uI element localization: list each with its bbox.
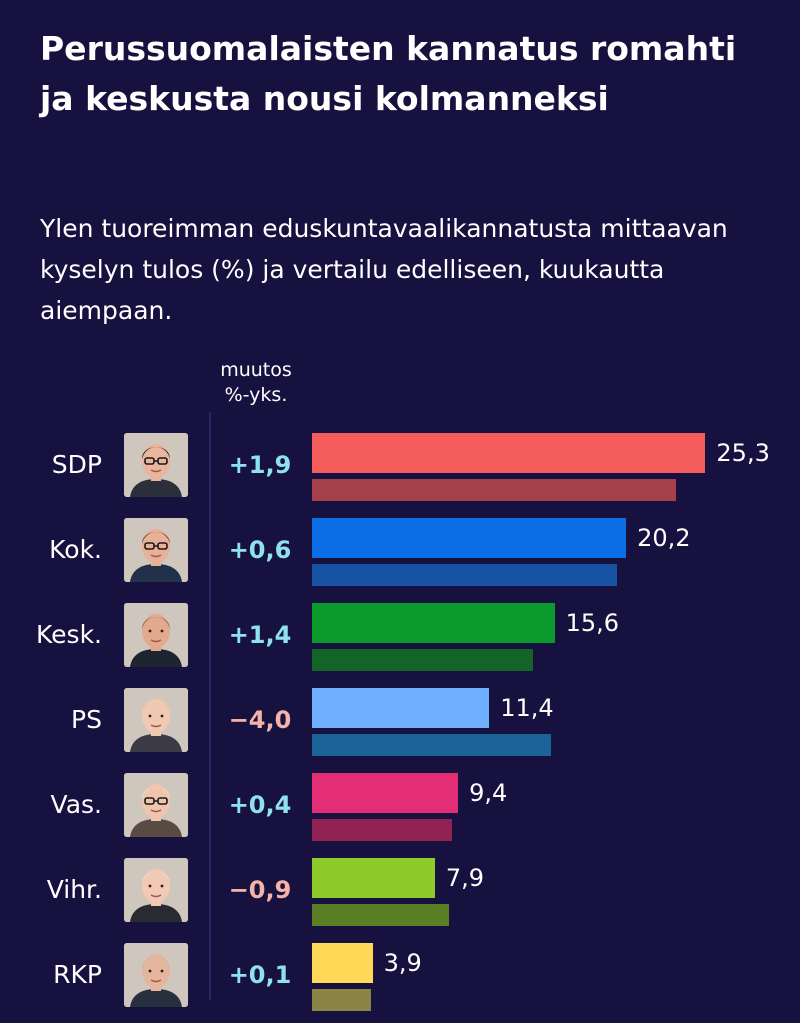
chart-subtitle: Ylen tuoreimman eduskuntavaalikannatusta… (40, 214, 728, 325)
current-support-bar (312, 518, 627, 558)
support-value-label: 3,9 (383, 949, 422, 977)
party-leader-photo (124, 773, 188, 837)
previous-support-bar (312, 649, 533, 671)
chart-title: Perussuomalaisten kannatus romahti ja ke… (40, 29, 737, 118)
party-row: Kok. +0,6 20,2 (0, 518, 800, 598)
previous-support-bar (312, 479, 676, 501)
previous-support-bar (312, 819, 452, 841)
party-leader-photo (124, 858, 188, 922)
current-support-bar (312, 773, 459, 813)
support-value-label: 20,2 (637, 524, 691, 552)
previous-support-bar (312, 989, 372, 1011)
change-value: +1,9 (228, 451, 292, 479)
change-value: +1,4 (228, 621, 292, 649)
previous-support-bar (312, 734, 552, 756)
party-label: RKP (53, 960, 102, 989)
change-header-line1: muutos (220, 359, 292, 381)
current-support-bar (312, 433, 706, 473)
current-support-bar (312, 858, 435, 898)
change-value: +0,4 (228, 791, 292, 819)
change-value: −4,0 (228, 706, 292, 734)
change-value: +0,1 (228, 961, 292, 989)
party-leader-photo (124, 433, 188, 497)
party-row: RKP +0,1 3,9 (0, 943, 800, 1023)
party-label: Kok. (49, 535, 102, 564)
party-leader-photo (124, 603, 188, 667)
support-value-label: 9,4 (469, 779, 508, 807)
support-value-label: 25,3 (716, 439, 770, 467)
column-divider (209, 412, 211, 1000)
support-value-label: 15,6 (565, 609, 620, 637)
previous-support-bar (312, 904, 449, 926)
previous-support-bar (312, 564, 617, 586)
current-support-bar (312, 943, 373, 983)
party-row: Vas. +0,4 9,4 (0, 773, 800, 853)
party-label: PS (71, 705, 102, 734)
change-value: +0,6 (228, 536, 292, 564)
current-support-bar (312, 688, 490, 728)
support-value-label: 7,9 (445, 864, 485, 892)
change-column-header: muutos %-yks. (200, 358, 312, 408)
party-leader-photo (124, 518, 188, 582)
party-label: Kesk. (36, 620, 102, 649)
current-support-bar (312, 603, 555, 643)
party-leader-photo (124, 688, 188, 752)
change-value: −0,9 (228, 876, 292, 904)
party-row: Vihr. −0,9 7,9 (0, 858, 800, 938)
party-leader-photo (124, 943, 188, 1007)
party-row: PS −4,0 11,4 (0, 688, 800, 768)
party-row: Kesk. +1,4 15,6 (0, 603, 800, 683)
party-row: SDP +1,9 25,3 (0, 433, 800, 513)
change-header-line2: %-yks. (224, 384, 288, 406)
support-value-label: 11,4 (500, 694, 554, 722)
party-label: Vihr. (46, 875, 102, 904)
party-label: SDP (51, 450, 102, 479)
party-label: Vas. (50, 790, 102, 819)
